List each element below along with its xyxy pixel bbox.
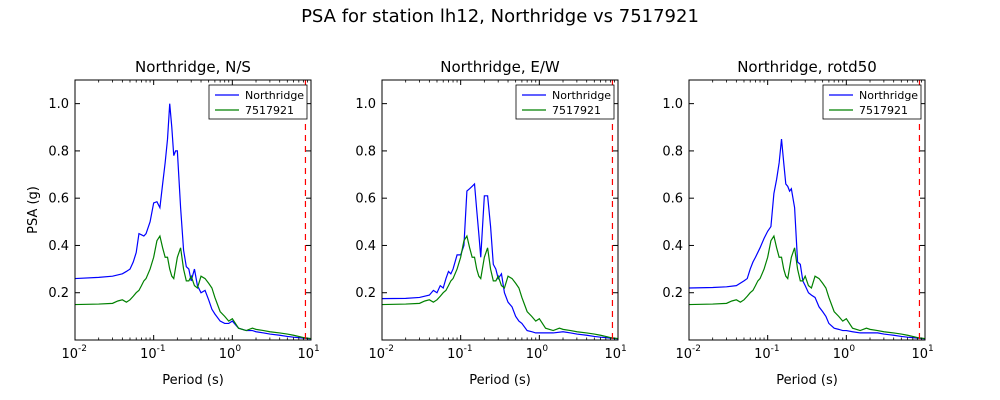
x-tick-label: 10 -2 bbox=[61, 344, 87, 362]
x-axis-label: Period (s) bbox=[162, 373, 224, 388]
x-tick-label: 10 -2 bbox=[368, 344, 394, 362]
x-tick-base: 10 bbox=[297, 347, 314, 362]
y-axis-label: PSA (g) bbox=[26, 186, 41, 234]
x-tick-base: 10 bbox=[526, 347, 543, 362]
x-tick-exponent: -2 bbox=[78, 344, 87, 354]
legend-label: Northridge bbox=[245, 89, 304, 102]
chart-panels: Northridge, N/S10 -2 10 -1 10 0 10 10.20.40.60.… bbox=[26, 58, 934, 388]
x-tick-base: 10 bbox=[833, 347, 850, 362]
chart-panel-2: Northridge, E/W10 -2 10 -1 10 0 10 10.20.40.60.… bbox=[355, 58, 626, 388]
x-tick-base: 10 bbox=[447, 347, 464, 362]
x-tick-label: 10 1 bbox=[297, 344, 319, 362]
x-tick-exponent: -1 bbox=[771, 344, 780, 354]
x-tick-exponent: 1 bbox=[314, 344, 320, 354]
chart-title: Northridge, N/S bbox=[135, 58, 251, 76]
x-axis-label: Period (s) bbox=[469, 373, 531, 388]
legend-box bbox=[822, 84, 922, 120]
y-tick-label: 0.8 bbox=[355, 144, 376, 159]
x-tick-exponent: -1 bbox=[464, 344, 473, 354]
y-tick-label: 0.8 bbox=[48, 144, 69, 159]
y-tick-label: 0.4 bbox=[48, 239, 69, 254]
y-tick-label: 0.2 bbox=[48, 286, 69, 301]
x-tick-base: 10 bbox=[911, 347, 928, 362]
x-tick-exponent: -2 bbox=[385, 344, 394, 354]
legend: Northridge 7517921 bbox=[822, 84, 922, 120]
legend-label: 7517921 bbox=[245, 104, 294, 117]
chart-title: Northridge, rotd50 bbox=[737, 58, 877, 76]
y-tick-label: 0.6 bbox=[662, 192, 683, 207]
x-tick-exponent: -2 bbox=[692, 344, 701, 354]
x-tick-label: 10 0 bbox=[833, 344, 856, 362]
y-tick-label: 0.2 bbox=[355, 286, 376, 301]
x-tick-label: 10 1 bbox=[911, 344, 933, 362]
axes-frame bbox=[688, 79, 926, 341]
x-tick-exponent: -1 bbox=[157, 344, 166, 354]
series-line-1 bbox=[689, 139, 925, 340]
chart-title: Northridge, E/W bbox=[440, 58, 560, 76]
legend-label: 7517921 bbox=[552, 104, 601, 117]
x-tick-exponent: 0 bbox=[542, 344, 548, 354]
legend-label: Northridge bbox=[552, 89, 611, 102]
y-tick-label: 0.6 bbox=[355, 192, 376, 207]
series-line-2 bbox=[689, 234, 925, 340]
figure-title: PSA for station lh12, Northridge vs 7517… bbox=[301, 6, 699, 27]
y-tick-label: 0.4 bbox=[662, 239, 683, 254]
series-line-2 bbox=[382, 234, 618, 340]
x-tick-label: 10 0 bbox=[526, 344, 549, 362]
x-tick-label: 10 -2 bbox=[675, 344, 701, 362]
y-tick-label: 0.8 bbox=[662, 144, 683, 159]
x-tick-base: 10 bbox=[140, 347, 157, 362]
y-tick-label: 0.6 bbox=[48, 192, 69, 207]
x-tick-label: 10 -1 bbox=[447, 344, 473, 362]
legend: Northridge 7517921 bbox=[515, 84, 615, 120]
x-tick-exponent: 1 bbox=[928, 344, 934, 354]
legend-box bbox=[208, 84, 308, 120]
x-tick-base: 10 bbox=[219, 347, 236, 362]
x-tick-base: 10 bbox=[754, 347, 771, 362]
x-tick-base: 10 bbox=[604, 347, 621, 362]
series-line-1 bbox=[75, 103, 311, 340]
x-tick-exponent: 0 bbox=[849, 344, 855, 354]
series-line-2 bbox=[75, 234, 311, 340]
x-tick-exponent: 0 bbox=[235, 344, 241, 354]
x-tick-base: 10 bbox=[61, 347, 78, 362]
x-tick-label: 10 1 bbox=[604, 344, 626, 362]
y-tick-label: 1.0 bbox=[48, 97, 69, 112]
x-tick-exponent: 1 bbox=[621, 344, 627, 354]
y-tick-label: 0.2 bbox=[662, 286, 683, 301]
x-tick-label: 10 -1 bbox=[140, 344, 166, 362]
x-axis-label: Period (s) bbox=[776, 373, 838, 388]
axes-frame bbox=[74, 79, 312, 341]
legend-label: 7517921 bbox=[859, 104, 908, 117]
x-tick-base: 10 bbox=[675, 347, 692, 362]
y-tick-label: 1.0 bbox=[355, 97, 376, 112]
x-tick-base: 10 bbox=[368, 347, 385, 362]
axes-frame bbox=[381, 79, 619, 341]
legend-label: Northridge bbox=[859, 89, 918, 102]
series-line-1 bbox=[382, 182, 618, 340]
legend: Northridge 7517921 bbox=[208, 84, 308, 120]
x-tick-label: 10 -1 bbox=[754, 344, 780, 362]
legend-box bbox=[515, 84, 615, 120]
x-tick-label: 10 0 bbox=[219, 344, 242, 362]
y-tick-label: 1.0 bbox=[662, 97, 683, 112]
chart-panel-1: Northridge, N/S10 -2 10 -1 10 0 10 10.20.40.60.… bbox=[26, 58, 320, 388]
y-tick-label: 0.4 bbox=[355, 239, 376, 254]
